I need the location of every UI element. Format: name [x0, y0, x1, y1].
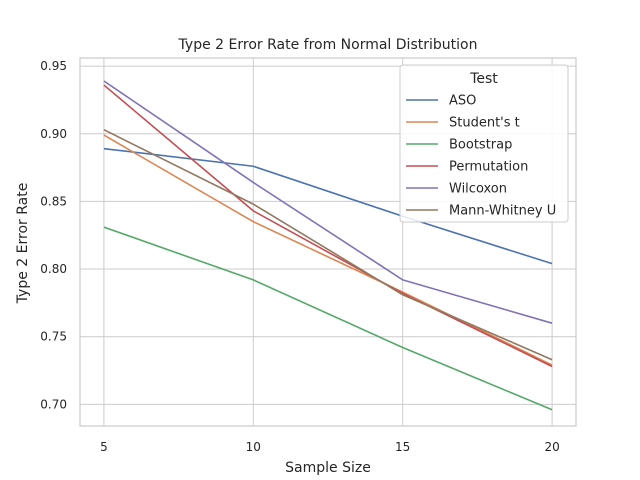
series-line: [103, 128, 553, 361]
legend-label: Student's t: [449, 116, 520, 131]
x-tick-label: 15: [395, 440, 410, 454]
y-tick-labels: 0.70 0.75 0.80 0.85 0.90 0.95: [40, 59, 67, 411]
legend-box: [399, 64, 569, 223]
legend-label: Mann-Whitney U: [449, 204, 556, 219]
x-tick-label: 5: [100, 440, 108, 454]
legend-label: Wilcoxon: [449, 182, 507, 197]
legend: Test ASO Student's t Bootstrap Permutation W…: [399, 64, 569, 223]
y-tick-label: 0.75: [40, 330, 67, 344]
plot-frame: [79, 57, 577, 427]
legend-label: Bootstrap: [449, 138, 512, 153]
x-tick-labels: 5 10 15 20: [100, 440, 560, 454]
y-axis-label: Type 2 Error Rate: [15, 183, 31, 305]
legend-items: ASO Student's t Bootstrap Permutation Wilcox…: [406, 94, 556, 219]
y-tick-label: 0.90: [40, 127, 67, 141]
y-tick-label: 0.85: [40, 194, 67, 208]
legend-label: ASO: [449, 94, 476, 109]
series-line: [103, 84, 553, 368]
x-tick-label: 20: [544, 440, 559, 454]
y-tick-label: 0.70: [40, 397, 67, 411]
series-line: [103, 147, 553, 265]
y-tick-label: 0.95: [40, 59, 67, 73]
y-tick-label: 0.80: [40, 262, 67, 276]
x-tick-label: 10: [246, 440, 261, 454]
legend-title: Test: [469, 71, 498, 87]
chart-title: Type 2 Error Rate from Normal Distributi…: [178, 37, 478, 53]
x-axis-label: Sample Size: [285, 460, 371, 476]
legend-label: Permutation: [449, 160, 528, 175]
series-lines: [103, 80, 553, 411]
series-line: [103, 134, 553, 366]
series-line: [103, 80, 553, 324]
series-line: [103, 226, 553, 411]
